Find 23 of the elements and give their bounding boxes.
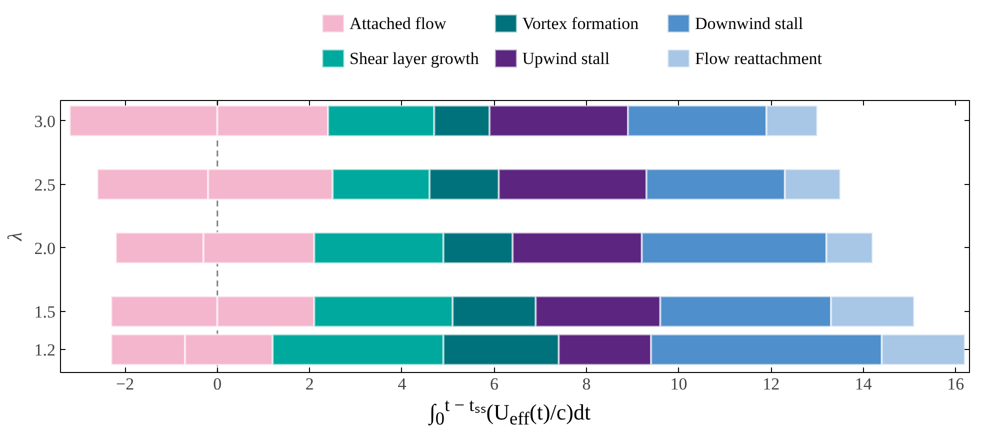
x-tick-label: 2 <box>305 374 314 394</box>
x-tick-label: −2 <box>116 374 134 394</box>
x-tick-label: 0 <box>213 374 222 394</box>
x-tick-label: 4 <box>398 374 407 394</box>
y-tick-label: 1.2 <box>34 340 56 360</box>
y-tick-label: 3.0 <box>34 112 56 131</box>
legend-label: Vortex formation <box>522 14 640 33</box>
legend-label: Flow reattachment <box>694 48 822 68</box>
y-tick-label: 2.5 <box>34 175 56 194</box>
legend-label: Upwind stall <box>522 48 610 68</box>
legend-label: Shear layer growth <box>350 48 480 68</box>
x-axis-title: ∫$_{0}$$^{t − tₛₛ}$(U$_{eff}$(t)/c)dt <box>427 394 592 431</box>
y-tick-label: 1.5 <box>34 302 56 322</box>
y-axis-title: λ <box>4 232 26 242</box>
x-tick-label: 8 <box>582 374 591 394</box>
x-tick-label: 6 <box>490 374 498 394</box>
x-tick-label: 16 <box>947 374 964 394</box>
legend-label: Downwind stall <box>694 14 804 33</box>
x-tick-label: 10 <box>670 374 688 394</box>
legend-label: Attached flow <box>350 14 448 33</box>
x-tick-label: 12 <box>762 374 780 394</box>
y-tick-label: 2.0 <box>34 238 56 258</box>
x-tick-label: 14 <box>854 374 872 394</box>
